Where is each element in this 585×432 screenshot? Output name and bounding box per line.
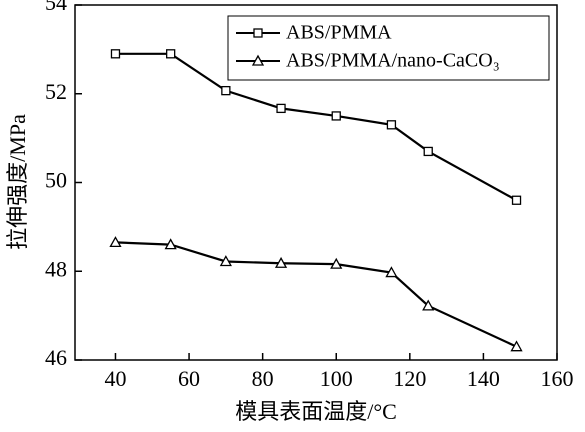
triangle-marker [385,266,398,278]
triangle-marker [330,257,343,269]
y-tick-label: 54 [45,0,67,15]
series-line [115,241,517,348]
legend-marker [253,28,263,38]
triangle-marker [164,238,177,250]
x-tick-label: 100 [320,366,353,391]
square-marker [110,49,121,59]
triangle-marker [109,236,122,248]
y-axis-label: 拉伸强度/MPa [5,114,30,250]
y-tick-label: 50 [45,168,67,193]
square-marker [221,85,231,96]
square-marker [423,146,433,157]
triangle-marker [274,256,288,268]
y-tick-label: 52 [45,79,67,104]
triangle-marker [422,299,435,311]
x-tick-label: 140 [467,366,500,391]
x-tick-label: 80 [252,366,274,391]
y-tick-label: 48 [45,256,67,281]
square-marker [511,195,522,205]
legend-label: ABS/PMMA/nano-CaCO₃ [286,50,500,72]
legend-marker [251,54,265,66]
x-axis-label: 模具表面温度/°C [235,399,397,424]
legend-label: ABS/PMMA [286,22,392,44]
series-line [115,52,518,202]
y-tick-label: 46 [45,345,67,370]
x-tick-label: 160 [541,366,574,391]
triangle-marker [510,340,523,352]
x-tick-label: 60 [178,366,200,391]
square-marker [276,103,286,114]
triangle-marker [219,255,232,267]
square-marker [331,111,341,121]
x-tick-label: 120 [393,366,426,391]
x-tick-label: 40 [104,366,126,391]
square-marker [166,49,176,59]
square-marker [386,120,397,130]
legend-box [227,15,550,81]
